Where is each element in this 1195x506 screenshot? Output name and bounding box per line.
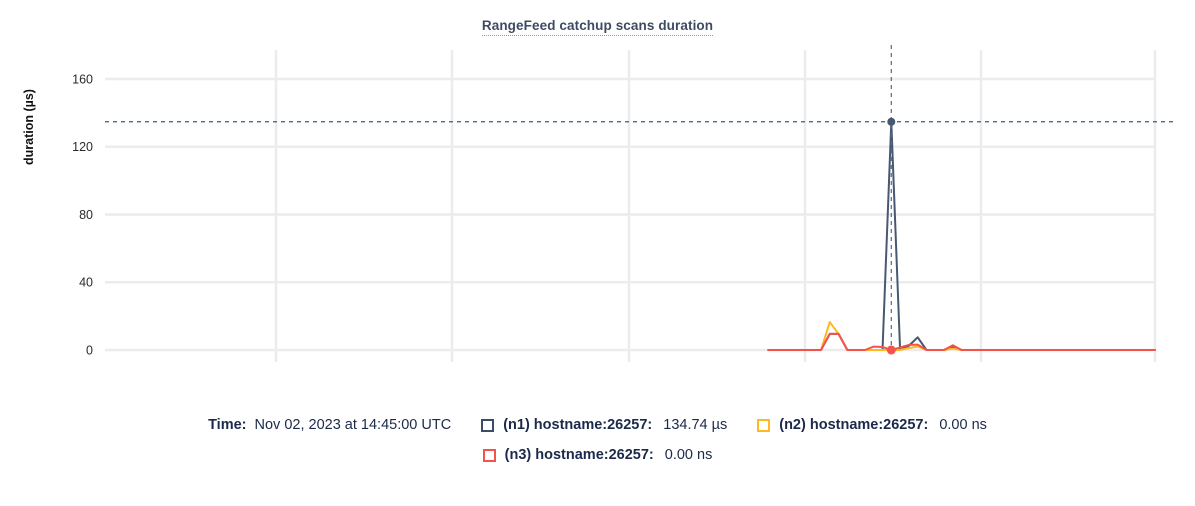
legend-row-primary: Time: Nov 02, 2023 at 14:45:00 UTC (n1) …: [0, 410, 1195, 440]
legend-value-n1: 134.74 µs: [663, 417, 728, 433]
legend-row-secondary: (n3) hostname:26257: 0.00 ns: [0, 440, 1195, 470]
legend-value-n3: 0.00 ns: [664, 447, 713, 463]
svg-text:14:10: 14:10: [260, 373, 291, 375]
legend: Time: Nov 02, 2023 at 14:45:00 UTC (n1) …: [0, 410, 1195, 470]
svg-text:0: 0: [86, 344, 93, 358]
data-point-markers: [886, 117, 896, 355]
legend-name-n3: (n3) hostname:26257:: [504, 447, 654, 463]
legend-swatch-n2-icon: [757, 418, 771, 432]
svg-text:160: 160: [72, 72, 93, 86]
svg-text:14:20: 14:20: [436, 373, 467, 375]
plot-svg[interactable]: 0 40 80 120 160 14:10 14:20 14:30 14:40 14:50 15:…: [0, 45, 1195, 375]
svg-text:15:00: 15:00: [1139, 373, 1170, 375]
crosshair: [105, 45, 1177, 350]
legend-time-label: Time:: [208, 417, 247, 433]
y-tick-labels: 0 40 80 120 160: [72, 72, 93, 357]
svg-text:14:30: 14:30: [613, 373, 644, 375]
legend-time-value: Nov 02, 2023 at 14:45:00 UTC: [254, 417, 452, 433]
legend-item-n2[interactable]: (n2) hostname:26257: 0.00 ns: [757, 410, 987, 440]
svg-text:120: 120: [72, 140, 93, 154]
svg-text:14:50: 14:50: [965, 373, 996, 375]
legend-name-n2: (n2) hostname:26257:: [779, 417, 929, 433]
svg-text:80: 80: [79, 208, 93, 222]
legend-item-n3[interactable]: (n3) hostname:26257: 0.00 ns: [482, 440, 713, 470]
legend-name-n1: (n1) hostname:26257:: [503, 417, 653, 433]
legend-value-n2: 0.00 ns: [939, 417, 987, 433]
legend-item-n1[interactable]: (n1) hostname:26257: 134.74 µs: [481, 410, 727, 440]
legend-swatch-n3-icon: [482, 448, 496, 462]
x-tick-labels: 14:10 14:20 14:30 14:40 14:50 15:00: [260, 373, 1170, 375]
legend-swatch-n1-icon: [481, 418, 495, 432]
legend-time: Time: Nov 02, 2023 at 14:45:00 UTC: [208, 410, 451, 440]
svg-text:40: 40: [79, 276, 93, 290]
chart-title-text: RangeFeed catchup scans duration: [481, 18, 714, 36]
series-lines: [767, 120, 1156, 351]
x-gridlines: [274, 50, 1157, 362]
chart-title: RangeFeed catchup scans duration: [0, 18, 1195, 36]
svg-text:14:40: 14:40: [789, 373, 820, 375]
